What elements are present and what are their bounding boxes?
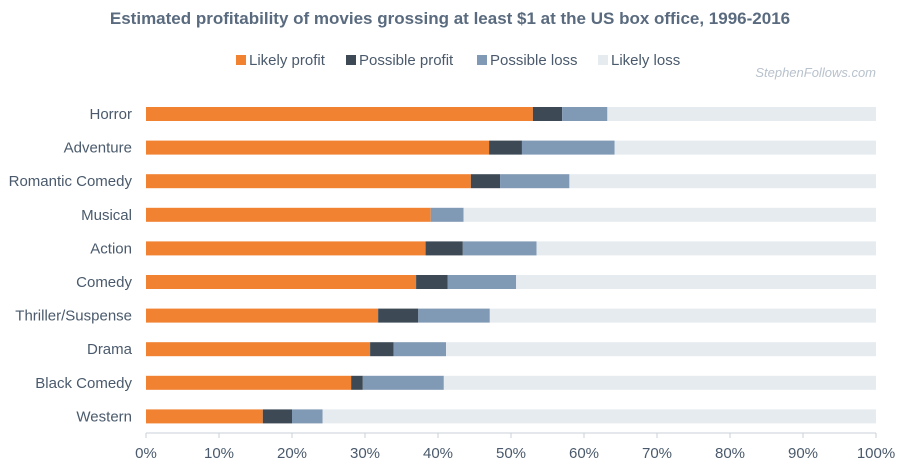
bar-musical-possible-loss — [430, 207, 464, 222]
bar-drama-possible-profit — [370, 342, 394, 357]
legend-swatch-likely-loss — [598, 55, 608, 65]
bar-western-possible-loss — [292, 409, 323, 424]
bar-western-likely-profit — [146, 409, 263, 424]
bar-western-likely-loss — [322, 409, 876, 424]
x-tick-label-9: 90% — [788, 445, 818, 462]
x-axis: 0% 10% 20% 30% 40% 50% 60% 70% 80% 90% 100% — [135, 432, 895, 462]
bar-horror-likely-profit — [146, 107, 533, 121]
x-tick-label-4: 40% — [423, 445, 453, 462]
category-label-adventure: Adventure — [64, 140, 132, 157]
bar-black-comedy-likely-profit — [146, 375, 352, 390]
bar-thriller-suspense-possible-loss — [418, 308, 490, 323]
bar-romantic-comedy-likely-profit — [146, 174, 471, 189]
bar-action-likely-profit — [146, 241, 426, 256]
category-label-drama: Drama — [87, 341, 133, 358]
bar-row-horror — [146, 107, 876, 121]
x-tick-label-5: 50% — [496, 445, 526, 462]
bar-romantic-comedy-likely-loss — [569, 174, 876, 189]
bar-row-action — [146, 241, 876, 256]
bar-romantic-comedy-possible-loss — [500, 174, 570, 189]
bar-comedy-likely-profit — [146, 275, 417, 289]
legend-swatch-possible-loss — [477, 55, 487, 65]
legend-label-likely-profit: Likely profit — [249, 52, 326, 69]
bar-row-romantic-comedy — [146, 174, 876, 189]
legend-label-possible-loss: Possible loss — [490, 52, 578, 69]
bar-drama-likely-loss — [446, 342, 876, 357]
bar-drama-likely-profit — [146, 342, 371, 357]
x-tick-label-3: 30% — [350, 445, 380, 462]
bar-row-thriller-suspense — [146, 308, 876, 323]
bar-action-possible-profit — [425, 241, 463, 256]
bar-thriller-suspense-possible-profit — [378, 308, 419, 323]
bar-row-adventure — [146, 140, 876, 155]
bar-adventure-likely-profit — [146, 140, 490, 155]
bar-adventure-likely-loss — [614, 140, 876, 155]
x-tick-label-2: 20% — [277, 445, 307, 462]
x-tick-label-6: 60% — [569, 445, 599, 462]
bar-thriller-suspense-likely-loss — [489, 308, 876, 323]
bar-horror-possible-profit — [532, 107, 563, 121]
bar-drama-possible-loss — [393, 342, 447, 357]
legend: Likely profit Possible profit Possible los… — [236, 52, 680, 69]
bars-group — [146, 107, 876, 424]
bar-musical-likely-loss — [463, 207, 876, 222]
bar-black-comedy-likely-loss — [443, 375, 876, 390]
category-label-western: Western — [76, 408, 132, 425]
bar-musical-likely-profit — [146, 207, 431, 222]
bar-row-musical — [146, 207, 876, 222]
bar-action-possible-loss — [462, 241, 537, 256]
legend-label-likely-loss: Likely loss — [611, 52, 680, 69]
bar-horror-likely-loss — [607, 107, 876, 121]
bar-action-likely-loss — [536, 241, 876, 256]
chart-title: Estimated profitability of movies grossi… — [110, 9, 790, 28]
bar-adventure-possible-profit — [489, 140, 522, 155]
x-tick-label-7: 70% — [642, 445, 672, 462]
x-tick-label-10: 100% — [857, 445, 895, 462]
bar-comedy-possible-loss — [447, 275, 517, 289]
bar-row-western — [146, 409, 876, 424]
legend-swatch-possible-profit — [346, 55, 356, 65]
bar-comedy-likely-loss — [516, 275, 876, 289]
bar-comedy-possible-profit — [416, 275, 448, 289]
watermark: StephenFollows.com — [755, 65, 876, 80]
bar-row-comedy — [146, 275, 876, 289]
bar-western-possible-profit — [262, 409, 292, 424]
bar-romantic-comedy-possible-profit — [470, 174, 501, 189]
category-label-musical: Musical — [81, 207, 132, 224]
bar-black-comedy-possible-profit — [351, 375, 363, 390]
category-label-comedy: Comedy — [76, 274, 132, 291]
category-label-horror: Horror — [89, 106, 132, 123]
category-label-black-comedy: Black Comedy — [35, 375, 132, 392]
category-label-romantic-comedy: Romantic Comedy — [9, 173, 133, 190]
legend-label-possible-profit: Possible profit — [359, 52, 454, 69]
x-tick-label-8: 80% — [715, 445, 745, 462]
legend-swatch-likely-profit — [236, 55, 246, 65]
bar-adventure-possible-loss — [521, 140, 615, 155]
category-label-action: Action — [90, 240, 132, 257]
bar-row-black-comedy — [146, 375, 876, 390]
bar-row-drama — [146, 342, 876, 357]
bar-thriller-suspense-likely-profit — [146, 308, 379, 323]
bar-black-comedy-possible-loss — [362, 375, 444, 390]
x-tick-label-1: 10% — [204, 445, 234, 462]
category-labels: Horror Adventure Romantic Comedy Musical Act… — [9, 106, 133, 425]
category-label-thriller-suspense: Thriller/Suspense — [15, 308, 132, 325]
bar-horror-possible-loss — [562, 107, 608, 121]
x-tick-label-0: 0% — [135, 445, 157, 462]
